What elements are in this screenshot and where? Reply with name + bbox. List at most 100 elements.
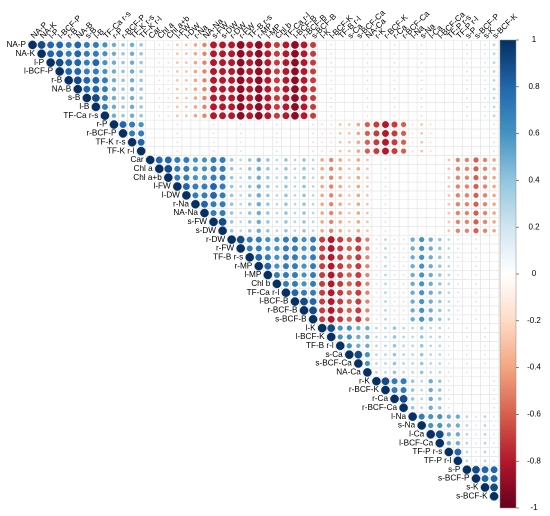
corr-circle [138,121,144,128]
corr-circle [319,316,326,323]
corr-circle [236,235,245,244]
corr-circle [337,316,344,323]
corr-circle [246,245,253,252]
corr-circle [300,50,308,58]
cell [489,305,499,316]
corr-circle [354,359,363,368]
corr-circle [384,317,387,321]
corr-circle [457,62,459,64]
corr-circle [403,88,405,90]
corr-circle [490,475,498,483]
corr-circle [484,150,486,152]
corr-circle [246,85,254,93]
row-label: l-BCF-K [296,332,326,341]
corr-circle [191,199,200,209]
corr-circle [437,264,442,268]
corr-circle [347,202,351,206]
row-label: TF-K r-l [107,146,135,155]
corr-circle [275,176,279,180]
corr-circle [173,182,182,191]
cell [290,146,300,156]
corr-circle [92,59,100,67]
corr-circle [158,132,160,134]
corr-circle [184,105,188,109]
corr-circle [482,193,488,198]
corr-circle [412,106,414,108]
corr-circle [484,283,486,285]
corr-circle [392,335,397,339]
corr-circle [447,335,450,338]
corr-circle [339,106,341,108]
corr-circle [484,70,487,73]
corr-circle [192,192,199,199]
corr-circle [428,422,434,429]
corr-circle [484,132,486,134]
corr-circle [210,59,218,67]
corr-circle [202,95,207,101]
colorbar-tick-label: -0.6 [527,410,541,419]
corr-circle [438,344,442,348]
corr-circle [91,102,101,112]
corr-circle [412,79,414,81]
corr-circle [484,43,487,46]
corr-circle [402,265,405,268]
corr-circle [346,307,352,314]
row-label: s-BCF-P [438,474,470,483]
corr-circle [201,157,208,163]
cell [398,190,409,201]
corr-circle [219,183,226,190]
corr-circle [410,397,415,401]
corr-circle [347,229,351,233]
corr-circle [310,263,317,270]
corr-circle [327,298,335,306]
corr-circle [310,41,317,48]
cell [290,128,300,139]
corr-circle [291,67,299,76]
corr-circle [174,156,181,164]
corr-circle [493,406,496,409]
corr-circle [412,212,414,214]
corr-circle [65,59,73,67]
corr-circle [375,44,377,46]
cell [435,208,445,218]
cell [398,199,409,209]
corr-circle [465,61,468,64]
corr-circle [302,220,306,224]
corr-circle [447,380,450,383]
corr-circle [219,192,226,199]
corr-circle [139,69,143,74]
corr-circle [375,79,377,81]
corr-circle [321,79,323,81]
corr-circle [493,141,496,144]
corr-circle [355,236,362,243]
corr-circle [236,102,245,111]
cell [489,252,499,262]
corr-circle [466,292,468,294]
corr-circle [275,167,279,171]
corr-circle [457,371,459,373]
corr-circle [129,121,136,128]
corr-circle [411,150,414,153]
corr-circle [366,43,369,46]
corr-circle [393,177,396,179]
corr-circle [437,290,442,295]
corr-circle [127,137,137,147]
corr-circle [273,86,280,93]
colorbar-tick-label: -1 [530,503,538,512]
corr-circle [201,175,208,181]
corr-circle [239,123,242,126]
corr-circle [167,97,170,100]
corr-circle [129,130,136,137]
corr-circle [129,104,135,110]
cell [435,40,445,50]
corr-circle [311,202,315,206]
corr-circle [493,397,496,400]
corr-circle [456,265,459,268]
corr-circle [320,202,324,207]
corr-circle [327,315,335,323]
corr-circle [219,103,227,111]
corr-circle [384,273,387,277]
corr-circle [375,344,378,348]
corr-circle [347,193,351,197]
corr-circle [484,318,486,320]
